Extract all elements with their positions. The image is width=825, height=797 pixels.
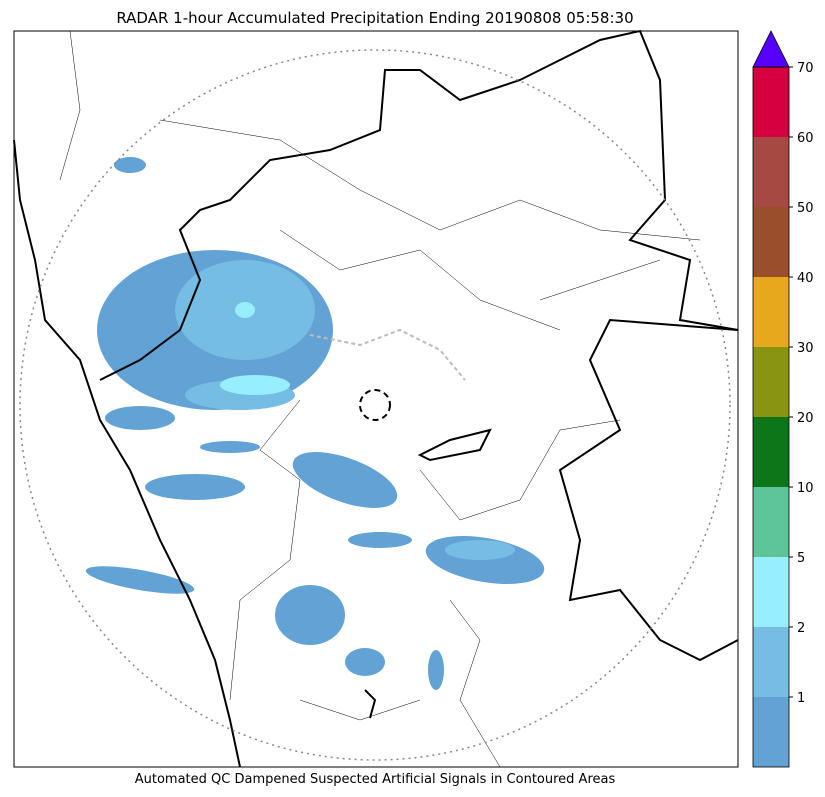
caption: Automated QC Dampened Suspected Artifici… [135, 772, 616, 787]
title: RADAR 1-hour Accumulated Precipitation E… [116, 9, 633, 27]
colorbar-segment [753, 627, 789, 697]
colorbar-segment [753, 557, 789, 627]
map [13, 29, 739, 768]
colorbar-segment [753, 207, 789, 277]
colorbar-tick-label: 40 [797, 271, 814, 286]
colorbar-segment [753, 487, 789, 557]
colorbar-segment [753, 277, 789, 347]
map-frame [13, 30, 739, 768]
colorbar-segment [753, 67, 789, 137]
colorbar-tick-label: 5 [797, 551, 805, 566]
colorbar-tick-label: 2 [797, 621, 805, 636]
colorbar-segment [753, 417, 789, 487]
qc-contour [309, 328, 466, 381]
colorbar-tick-label: 20 [797, 411, 814, 426]
radar-site [359, 389, 391, 421]
colorbar-tick-label: 50 [797, 201, 814, 216]
district-borders [59, 30, 701, 768]
colorbar-segment [753, 137, 789, 207]
colorbar-tick-label: 1 [797, 691, 805, 706]
colorbar-tick-label: 60 [797, 131, 814, 146]
state-borders [13, 29, 739, 768]
colorbar-tick-label: 30 [797, 341, 814, 356]
colorbar-tick-label: 10 [797, 481, 814, 496]
colorbar-segment [753, 697, 789, 767]
colorbar: 1 2 5 10 20 30 40 50 60 70 [752, 30, 814, 768]
colorbar-extend [752, 30, 790, 68]
precip-high [220, 302, 290, 395]
colorbar-segment [753, 347, 789, 417]
radar-range-ring [19, 49, 731, 761]
colorbar-tick-label: 70 [797, 61, 814, 76]
